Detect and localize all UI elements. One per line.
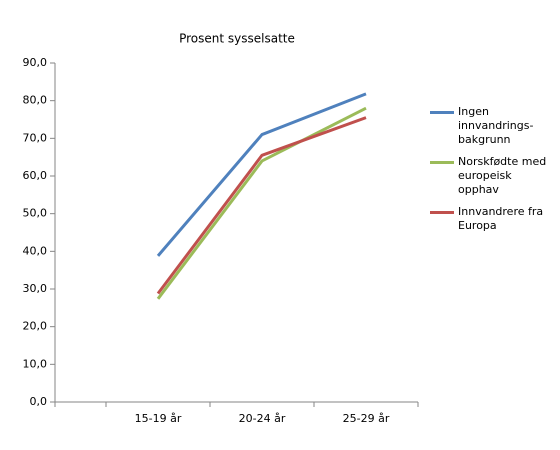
series-line [156, 92, 367, 257]
legend-item: Ingen innvandrings-bakgrunn [430, 105, 555, 147]
y-tick-label: 10,0 [23, 357, 48, 370]
y-tick-label: 40,0 [23, 244, 48, 257]
x-tick-label: 15-19 år [135, 412, 182, 425]
y-tick-label: 70,0 [23, 131, 48, 144]
legend-item: Innvandrere fra Europa [430, 205, 555, 233]
legend-label: Norskfødte med europeisk opphav [458, 155, 547, 196]
x-tick-label: 20-24 år [239, 412, 286, 425]
x-tick-label: 25-29 år [343, 412, 390, 425]
y-tick-label: 0,0 [30, 395, 48, 408]
legend-swatch [430, 161, 454, 164]
legend-swatch [430, 111, 454, 114]
legend-label: Ingen innvandrings-bakgrunn [458, 105, 534, 146]
legend-item: Norskfødte med europeisk opphav [430, 155, 555, 197]
y-tick-label: 80,0 [23, 94, 48, 107]
series-line [156, 116, 367, 295]
legend: Ingen innvandrings-bakgrunn Norskfødte me… [430, 105, 555, 241]
y-tick-label: 50,0 [23, 207, 48, 220]
y-tick-label: 20,0 [23, 320, 48, 333]
y-tick-label: 90,0 [23, 56, 48, 69]
chart-title: Prosent sysselsatte [179, 32, 295, 46]
y-tick-label: 30,0 [23, 282, 48, 295]
legend-label: Innvandrere fra Europa [458, 205, 544, 232]
legend-swatch [430, 211, 454, 214]
y-tick-label: 60,0 [23, 169, 48, 182]
series-line [156, 106, 367, 300]
